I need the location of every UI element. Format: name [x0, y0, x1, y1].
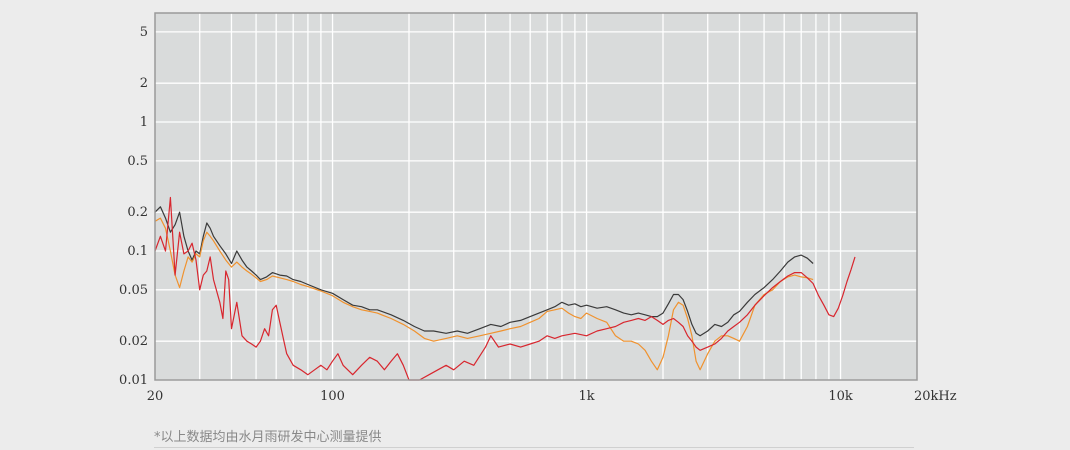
y-tick-label: 2 [140, 76, 148, 91]
y-tick-label: 0.01 [119, 373, 148, 388]
grid [155, 13, 917, 381]
y-tick-label: 0.02 [119, 334, 148, 349]
y-axis: 5 2 1 0.5 0.2 0.1 0.05 0.02 0.01 [119, 25, 148, 388]
y-tick-label: 0.5 [127, 154, 148, 169]
x-axis: 20 100 1k 10k 20kHz [147, 389, 957, 404]
footnote-divider [154, 447, 914, 448]
series-group [154, 196, 856, 381]
x-tick-label: 20 [147, 389, 164, 404]
x-tick-label: 10k [828, 389, 853, 404]
y-tick-label: 0.1 [127, 244, 148, 259]
y-tick-label: 1 [140, 115, 148, 130]
footnote: *以上数据均由水月雨研发中心测量提供 [154, 430, 382, 445]
y-tick-label: 0.05 [119, 283, 148, 298]
series-line-1 [154, 206, 814, 337]
plot-frame [154, 12, 918, 381]
x-tick-label: 100 [320, 389, 345, 404]
series-line-2 [154, 217, 814, 371]
x-tick-label: 20kHz [914, 389, 957, 404]
plot-area [155, 13, 917, 380]
y-tick-label: 5 [140, 25, 148, 40]
x-tick-label: 1k [578, 389, 594, 404]
y-tick-label: 0.2 [127, 205, 148, 220]
series-line-3 [154, 196, 856, 381]
